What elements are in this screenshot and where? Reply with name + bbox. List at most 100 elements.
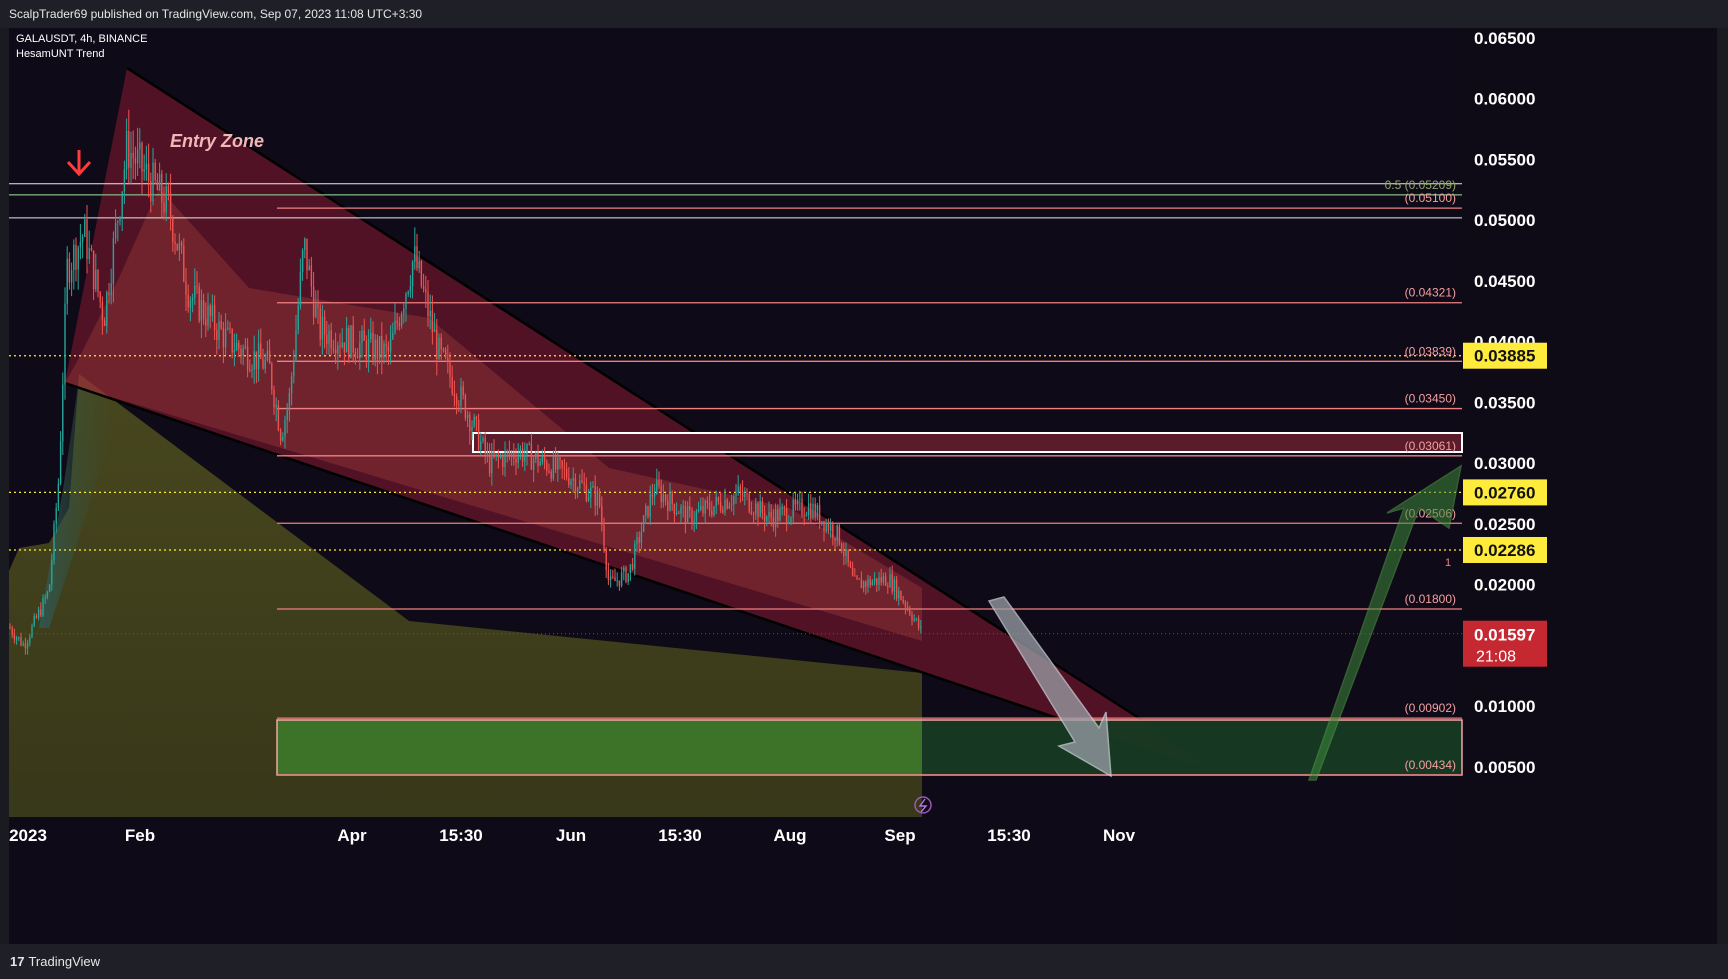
- candle-body: [48, 584, 51, 592]
- candle-body: [341, 342, 343, 348]
- candle-body: [845, 549, 847, 556]
- candle-body: [528, 443, 530, 445]
- candle-body: [576, 488, 579, 493]
- candle-body: [264, 359, 266, 369]
- brand-label: TradingView: [28, 954, 101, 969]
- time-tick-8: 15:30: [987, 826, 1030, 845]
- candle-body: [112, 238, 115, 284]
- candle-body: [409, 286, 412, 292]
- candle-body: [889, 573, 891, 588]
- price-chart[interactable]: 0.5 (0.05209)(0.05100) (0.04321) (0.03839)…: [9, 28, 1717, 944]
- candle-body: [132, 153, 134, 159]
- time-tick-4: Jun: [556, 826, 586, 845]
- candle-body: [224, 328, 227, 348]
- candle-body: [95, 269, 97, 290]
- candle-body: [180, 242, 183, 246]
- candle-body: [783, 507, 786, 509]
- candle-body: [805, 515, 808, 517]
- candle-body: [524, 454, 526, 462]
- candle-body: [702, 506, 704, 514]
- candle-body: [304, 238, 306, 251]
- candle-body: [821, 521, 823, 525]
- candle-body: [469, 414, 471, 431]
- candle-body: [807, 503, 810, 516]
- footer-bar: 17 TradingView: [0, 944, 1728, 979]
- candle-body: [86, 219, 88, 260]
- candle-body: [24, 643, 27, 649]
- price-tag-label-1: 0.02760: [1474, 483, 1535, 502]
- candle-body: [222, 328, 225, 348]
- candle-body: [418, 261, 420, 269]
- candle-body: [22, 643, 24, 646]
- candle-body: [535, 452, 537, 459]
- price-tick-1: 0.06000: [1474, 90, 1535, 109]
- candle-body: [84, 219, 86, 237]
- candle-body: [90, 248, 93, 251]
- candle-body: [315, 304, 317, 317]
- candle-body: [81, 236, 84, 242]
- time-tick-5: 15:30: [658, 826, 701, 845]
- tradingview-logo[interactable]: 17 TradingView: [10, 954, 100, 969]
- candle-body: [398, 323, 401, 327]
- candle-body: [268, 350, 271, 364]
- candle-body: [739, 486, 742, 492]
- candle-body: [537, 452, 539, 466]
- candle-body: [526, 443, 528, 455]
- candle-body: [319, 307, 321, 340]
- candle-body: [570, 480, 572, 486]
- candle-body: [495, 453, 497, 457]
- candle-body: [596, 490, 599, 506]
- last-price-box: [1463, 620, 1547, 667]
- candle-body: [178, 242, 181, 250]
- candle-body: [64, 303, 66, 385]
- channel-inner-band: [65, 188, 922, 641]
- candle-body: [627, 572, 629, 583]
- candle-body: [893, 579, 896, 592]
- candle-body: [906, 607, 909, 609]
- candle-body: [651, 494, 654, 497]
- candle-body: [244, 346, 247, 349]
- candle-body: [172, 218, 174, 242]
- candle-body: [295, 330, 297, 361]
- candle-body: [53, 523, 55, 561]
- candle-body: [163, 202, 165, 213]
- candle-body: [394, 320, 396, 333]
- candle-body: [442, 348, 445, 350]
- candle-body: [574, 478, 577, 493]
- candle-body: [803, 514, 805, 516]
- candle-body: [57, 483, 60, 508]
- candle-body: [763, 513, 766, 522]
- candle-body: [695, 511, 698, 521]
- candle-body: [352, 325, 354, 353]
- candle-body: [552, 456, 555, 479]
- candle-body: [46, 591, 49, 598]
- chart-area[interactable]: 0.5 (0.05209) (0.05100) (0.04321) (0.03839)…: [9, 28, 1717, 944]
- price-tick-2: 0.05500: [1474, 150, 1535, 169]
- candle-body: [572, 478, 574, 481]
- up-projection-arrow: [1307, 464, 1463, 781]
- descending-channel: [65, 68, 1209, 769]
- candle-body: [717, 497, 720, 502]
- candle-body: [823, 521, 825, 531]
- candle-body: [640, 531, 643, 543]
- candle-body: [876, 578, 878, 585]
- candle-body: [488, 452, 491, 474]
- time-tick-3: 15:30: [439, 826, 482, 845]
- candle-body: [898, 590, 900, 599]
- candle-body: [508, 450, 511, 455]
- candle-body: [722, 509, 724, 513]
- candle-body: [233, 350, 236, 353]
- candle-body: [284, 420, 286, 437]
- price-axis[interactable]: 0.065000.060000.055000.050000.045000.040…: [1474, 29, 1535, 777]
- candle-body: [286, 410, 288, 421]
- candle-body: [909, 608, 911, 615]
- time-axis[interactable]: 2023 Feb Apr 15:30 Jun 15:30 Aug Sep 15:30 Nov: [9, 826, 1136, 845]
- lightning-icon[interactable]: [914, 796, 932, 814]
- candle-body: [365, 340, 368, 360]
- candle-body: [484, 437, 486, 454]
- candle-body: [183, 245, 185, 282]
- candle-body: [585, 484, 588, 501]
- candle-body: [843, 551, 845, 556]
- candle-body: [288, 393, 291, 411]
- candle-body: [242, 348, 244, 356]
